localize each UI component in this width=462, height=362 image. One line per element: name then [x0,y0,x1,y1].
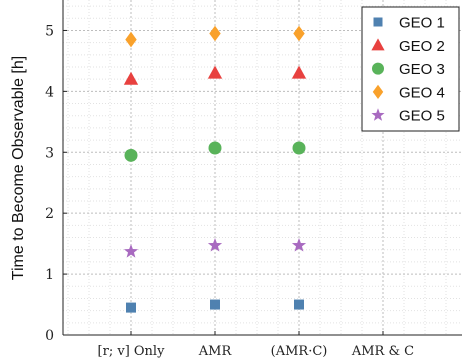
legend-label-geo-1: GEO 1 [399,15,445,32]
y-axis-ticks: 0 1 2 3 4 5 [45,23,67,344]
x-tick-label: AMR [198,344,233,359]
data-point-geo-4 [293,25,305,42]
y-tick-label: 5 [45,23,54,39]
legend-label-geo-5: GEO 5 [399,108,445,125]
data-point-geo-5 [207,237,223,252]
y-tick-label: 3 [45,145,54,161]
legend-marker-geo-5 [371,108,385,121]
data-point-geo-2 [123,71,139,85]
x-tick-label: AMR & C [351,344,414,359]
legend-marker-geo-4 [372,84,384,100]
data-point-geo-2 [207,65,223,79]
data-point-geo-3 [208,141,222,155]
data-point-geo-1 [294,299,304,310]
data-point-geo-3 [292,141,306,155]
legend-marker-geo-3 [372,62,384,75]
data-point-geo-3 [124,148,138,162]
legend-marker-geo-1 [373,17,383,27]
x-axis-ticks: [r; v] Only AMR (AMR·C) AMR & C [98,331,414,359]
data-point-geo-4 [209,25,221,42]
y-axis-label: Time to Become Observable [h] [10,56,27,280]
legend-label-geo-3: GEO 3 [399,61,445,78]
data-point-geo-4 [125,31,137,48]
data-point-geo-1 [126,302,136,313]
data-point-geo-5 [123,244,139,258]
legend: GEO 1 GEO 2 GEO 3 GEO 4 GEO 5 [361,6,460,132]
legend-label-geo-4: GEO 4 [399,84,445,101]
legend-label-geo-2: GEO 2 [399,38,445,55]
legend-marker-geo-2 [371,38,385,51]
data-point-geo-1 [210,299,220,310]
data-point-geo-5 [291,237,307,252]
y-tick-label: 1 [45,267,54,283]
x-tick-label: (AMR·C) [271,344,328,359]
y-tick-label: 2 [45,206,54,222]
y-tick-label: 0 [45,328,54,344]
data-point-geo-2 [291,65,307,79]
y-tick-label: 4 [45,84,54,100]
data-points [123,25,307,313]
x-tick-label: [r; v] Only [98,344,166,359]
